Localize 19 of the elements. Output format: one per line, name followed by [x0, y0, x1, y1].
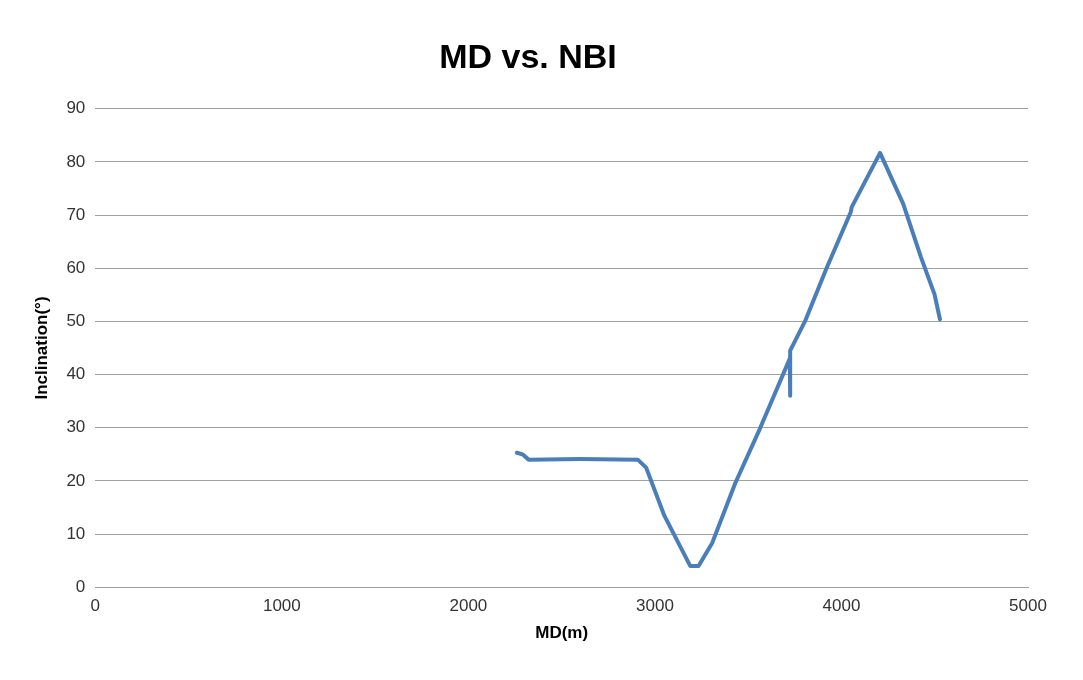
x-tick-label: 2000 — [449, 596, 488, 616]
x-tick-label: 4000 — [822, 596, 861, 616]
y-tick-label: 60 — [66, 257, 86, 277]
y-tick-label: 70 — [66, 204, 86, 224]
x-tick-label: 0 — [90, 596, 101, 616]
y-tick-label: 80 — [66, 151, 86, 171]
x-tick-label: 1000 — [262, 596, 301, 616]
y-tick-label: 30 — [66, 417, 86, 437]
y-tick-label: 0 — [75, 576, 86, 596]
y-tick-label: 40 — [66, 364, 86, 384]
y-tick-label: 10 — [66, 523, 86, 543]
x-axis-title: MD(m) — [535, 623, 589, 643]
chart-title: MD vs. NBI — [439, 36, 617, 75]
x-tick-label: 3000 — [636, 596, 674, 616]
x-tick-label: 5000 — [1009, 596, 1047, 616]
y-tick-label: 20 — [66, 470, 86, 490]
y-tick-label: 90 — [66, 98, 86, 118]
y-axis-title: Inclination(°) — [31, 296, 51, 400]
y-tick-label: 50 — [66, 311, 86, 331]
